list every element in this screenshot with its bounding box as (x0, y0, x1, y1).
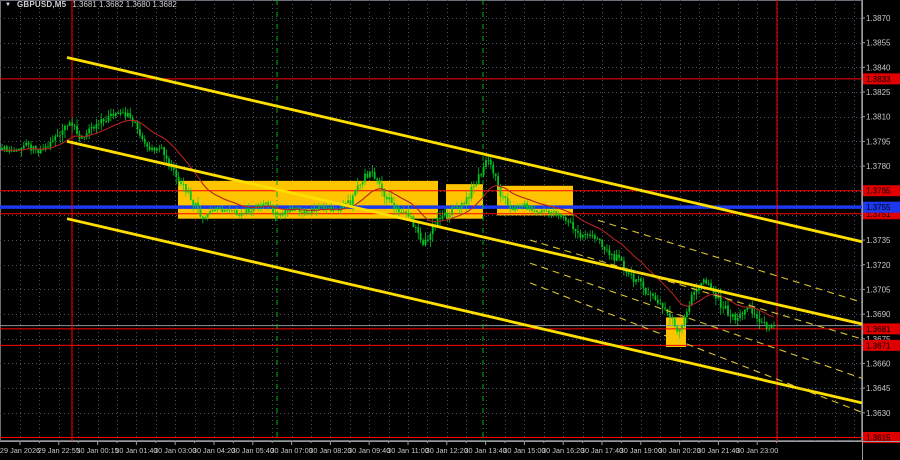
price-tick-label: 1.3705 (866, 285, 891, 294)
price-level-badge-text: 1.3751 (866, 210, 891, 219)
trend-channel-dashed[interactable] (529, 219, 900, 419)
price-tick-label: 1.3690 (866, 310, 891, 319)
time-tick-label: 30 Jan 05:40 (232, 446, 274, 455)
price-tick-label: 1.3630 (866, 409, 891, 418)
price-level-badge-text: 1.3671 (866, 341, 891, 350)
time-tick-label: 30 Jan 21:40 (697, 446, 739, 455)
price-tick-label: 1.3855 (866, 39, 891, 48)
time-tick-label: 30 Jan 15:00 (503, 446, 545, 455)
price-level-badge (863, 73, 900, 85)
time-tick-label: 30 Jan 20:20 (658, 446, 700, 455)
ma-line[interactable] (1, 119, 775, 318)
trendline-dashed (597, 219, 862, 303)
symbol-label: ▼ GBPUSD,M5 1.3681 1.3682 1.3680 1.3682 (5, 1, 177, 9)
dropdown-arrow-icon[interactable]: ▼ (5, 2, 11, 8)
time-tick-label: 30 Jan 03:00 (154, 446, 196, 455)
symbol-text: GBPUSD,M5 (16, 0, 67, 9)
price-level-badge (863, 208, 900, 220)
price-level-badge (863, 201, 900, 213)
time-tick-label: 30 Jan 16:20 (542, 446, 584, 455)
price-level-badge (863, 339, 900, 351)
time-tick-label: 30 Jan 23:00 (736, 446, 778, 455)
price-tick-label: 1.3645 (866, 384, 891, 393)
price-tick-label: 1.3840 (866, 63, 891, 72)
price-level-badge-text: 1.3615 (866, 433, 891, 442)
price-axis[interactable]: 1.3870 1.3855 1.3840 1.3825 1.3810 1.3795 1.37… (862, 0, 900, 460)
time-tick-label: 29 Jan 22:55 (38, 446, 80, 455)
sr-zone (666, 317, 686, 347)
grid (0, 0, 862, 441)
time-tick-label: 30 Jan 07:00 (270, 446, 312, 455)
time-tick-label: 30 Jan 00:15 (76, 446, 118, 455)
price-tick-label: 1.3870 (866, 14, 891, 23)
price-level-badge (863, 431, 900, 443)
price-level-badge (863, 185, 900, 197)
time-tick-label: 30 Jan 12:20 (426, 446, 468, 455)
price-level-badge-text: 1.3755 (866, 203, 891, 212)
price-tick-label: 1.3675 (866, 335, 891, 344)
price-level-badge-text: 1.3681 (866, 325, 891, 334)
time-tick-label: 29 Jan 2026 (0, 446, 40, 455)
trend-channel-solid[interactable] (66, 56, 862, 405)
price-tick-label: 1.3660 (866, 359, 891, 368)
trendline-dashed (529, 282, 862, 413)
price-tick-label: 1.3735 (866, 236, 891, 245)
trendline-solid (66, 217, 862, 405)
time-tick-label: 30 Jan 11:00 (387, 446, 429, 455)
price-level-badge-text: 1.3833 (866, 75, 891, 84)
price-level-badge (863, 323, 900, 335)
price-tick-label: 1.3825 (866, 88, 891, 97)
time-tick-label: 30 Jan 08:20 (309, 446, 351, 455)
trendline-dashed (529, 262, 862, 379)
time-tick-label: 30 Jan 04:20 (193, 446, 235, 455)
trendline-solid (66, 140, 862, 326)
price-tick-label: 1.3780 (866, 162, 891, 171)
plot-border (0, 0, 862, 441)
price-tick-label: 1.3810 (866, 113, 891, 122)
price-tick-label: 1.3720 (866, 261, 891, 270)
time-tick-label: 30 Jan 19:00 (620, 446, 662, 455)
candle-bodies (1, 112, 775, 332)
trendline-solid (66, 56, 862, 244)
time-tick-label: 30 Jan 13:40 (464, 446, 506, 455)
time-tick-label: 30 Jan 01:40 (115, 446, 157, 455)
sr-zone (178, 180, 438, 219)
time-tick-label: 30 Jan 17:40 (581, 446, 623, 455)
trendline-dashed (529, 239, 862, 340)
price-level-badge-text: 1.3765 (866, 187, 891, 196)
price-tick-label: 1.3795 (866, 137, 891, 146)
time-tick-label: 30 Jan 09:40 (348, 446, 390, 455)
ohlc-readout: 1.3681 1.3682 1.3680 1.3682 (72, 0, 177, 9)
